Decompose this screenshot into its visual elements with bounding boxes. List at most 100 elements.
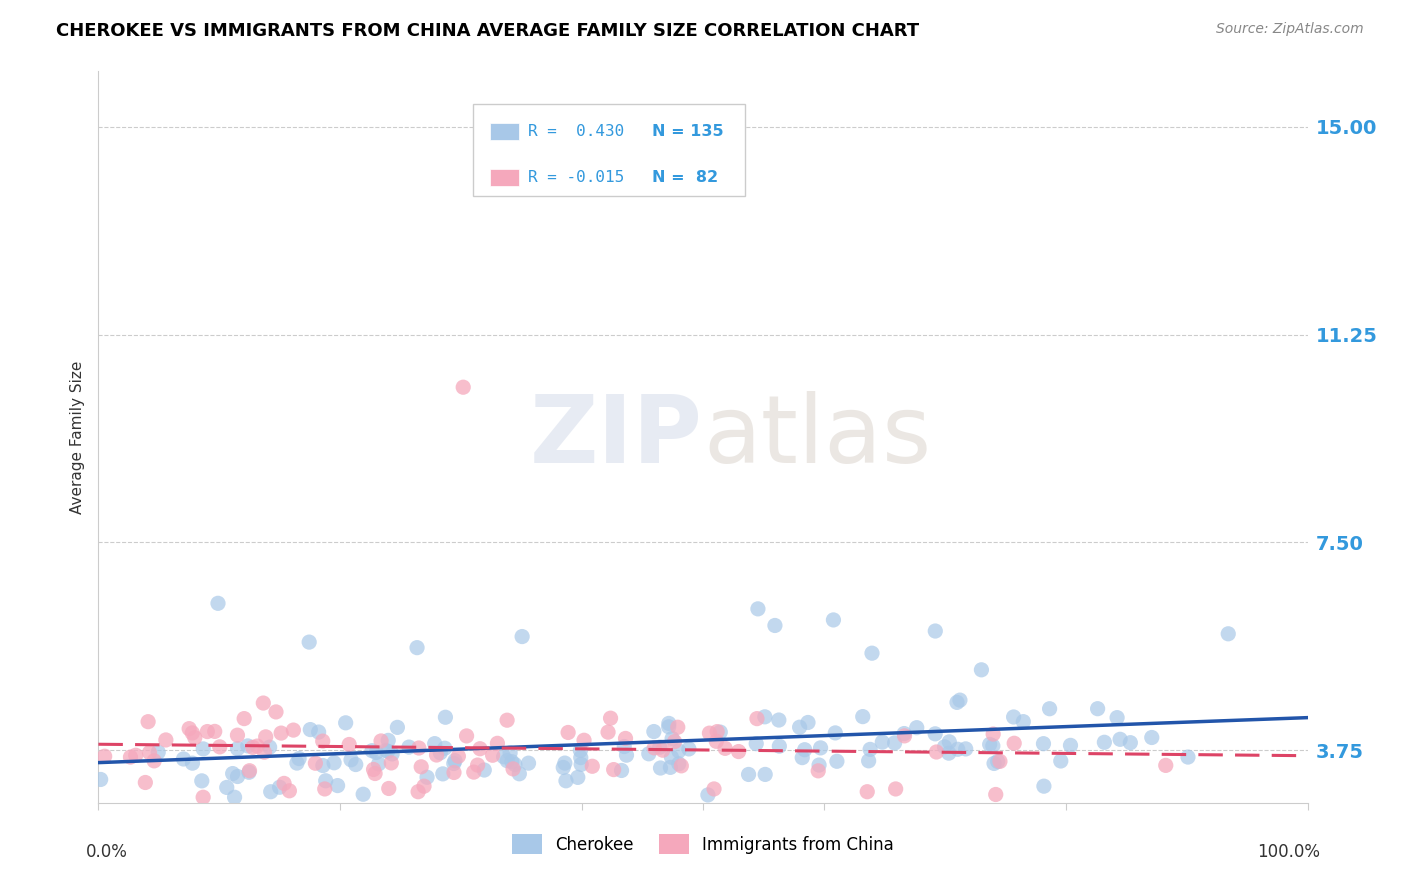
Text: atlas: atlas xyxy=(703,391,931,483)
Text: R =  0.430: R = 0.430 xyxy=(527,124,624,139)
Point xyxy=(616,748,638,763)
Point xyxy=(637,747,659,761)
Point xyxy=(1032,779,1054,793)
Point xyxy=(1039,702,1062,716)
Point xyxy=(1218,627,1240,641)
Point xyxy=(671,759,693,773)
Point xyxy=(191,790,214,805)
Point xyxy=(451,380,474,394)
FancyBboxPatch shape xyxy=(491,122,519,140)
Point xyxy=(335,715,357,730)
Point xyxy=(377,733,399,747)
Point xyxy=(614,731,637,746)
Point xyxy=(148,745,170,759)
Point xyxy=(610,764,633,778)
Point xyxy=(312,734,335,748)
Point xyxy=(361,744,384,758)
Point xyxy=(651,743,673,757)
Point xyxy=(1012,714,1035,729)
Point xyxy=(413,779,436,793)
Point xyxy=(444,754,467,768)
Point xyxy=(299,723,322,737)
Point xyxy=(304,756,326,771)
Point xyxy=(120,750,142,764)
Point xyxy=(467,758,489,772)
Text: CHEROKEE VS IMMIGRANTS FROM CHINA AVERAGE FAMILY SIZE CORRELATION CHART: CHEROKEE VS IMMIGRANTS FROM CHINA AVERAG… xyxy=(56,22,920,40)
Point xyxy=(659,760,682,774)
Point xyxy=(433,741,456,756)
Point xyxy=(664,734,686,748)
Point xyxy=(883,736,905,750)
Point xyxy=(215,780,238,795)
Point xyxy=(858,754,880,768)
Point xyxy=(259,740,281,755)
Point xyxy=(825,754,848,768)
Point xyxy=(970,663,993,677)
Point xyxy=(429,746,451,760)
Point xyxy=(955,742,977,756)
Point xyxy=(443,756,465,771)
Point xyxy=(411,760,433,774)
Point xyxy=(456,729,478,743)
Point xyxy=(763,618,786,632)
Point xyxy=(191,773,214,788)
Point xyxy=(499,746,522,760)
Point xyxy=(666,720,689,734)
Point xyxy=(650,761,672,775)
Point xyxy=(581,759,603,773)
Point xyxy=(797,715,820,730)
Point xyxy=(661,731,683,746)
Point xyxy=(285,756,308,770)
Point xyxy=(374,743,396,757)
Text: N =  82: N = 82 xyxy=(652,169,718,185)
Point xyxy=(184,731,207,745)
Point xyxy=(233,712,256,726)
Point xyxy=(789,720,811,734)
Point xyxy=(983,756,1005,771)
Legend: Cherokee, Immigrants from China: Cherokee, Immigrants from China xyxy=(505,828,901,860)
Point xyxy=(599,711,621,725)
Point xyxy=(1032,737,1054,751)
Point xyxy=(709,725,731,739)
Point xyxy=(492,749,515,764)
Point xyxy=(696,788,718,802)
Point xyxy=(678,742,700,756)
Point xyxy=(283,723,305,737)
Point xyxy=(468,741,491,756)
Point xyxy=(432,767,454,781)
Point xyxy=(242,740,264,755)
Point xyxy=(138,746,160,760)
Point xyxy=(298,635,321,649)
Point xyxy=(553,760,575,774)
Point xyxy=(745,737,768,751)
Point xyxy=(381,747,404,761)
Point xyxy=(416,770,439,784)
Point xyxy=(367,756,389,771)
Point xyxy=(434,710,457,724)
Point xyxy=(510,630,533,644)
Point xyxy=(859,742,882,756)
Point xyxy=(754,710,776,724)
Point xyxy=(706,724,728,739)
Point xyxy=(852,709,875,723)
Point xyxy=(260,785,283,799)
Point xyxy=(254,730,277,744)
Point xyxy=(704,734,727,748)
Point xyxy=(387,720,409,734)
Point xyxy=(860,646,883,660)
Point xyxy=(567,771,589,785)
Point xyxy=(668,756,690,771)
Point xyxy=(747,602,769,616)
FancyBboxPatch shape xyxy=(474,104,745,195)
Point xyxy=(648,740,671,755)
Point xyxy=(288,751,311,765)
Point xyxy=(426,747,449,762)
Point xyxy=(155,733,177,747)
Point xyxy=(143,754,166,768)
Point xyxy=(572,733,595,747)
Point xyxy=(447,749,470,764)
Point xyxy=(643,740,665,755)
Point xyxy=(278,784,301,798)
Point xyxy=(554,756,576,770)
Point xyxy=(398,740,420,755)
